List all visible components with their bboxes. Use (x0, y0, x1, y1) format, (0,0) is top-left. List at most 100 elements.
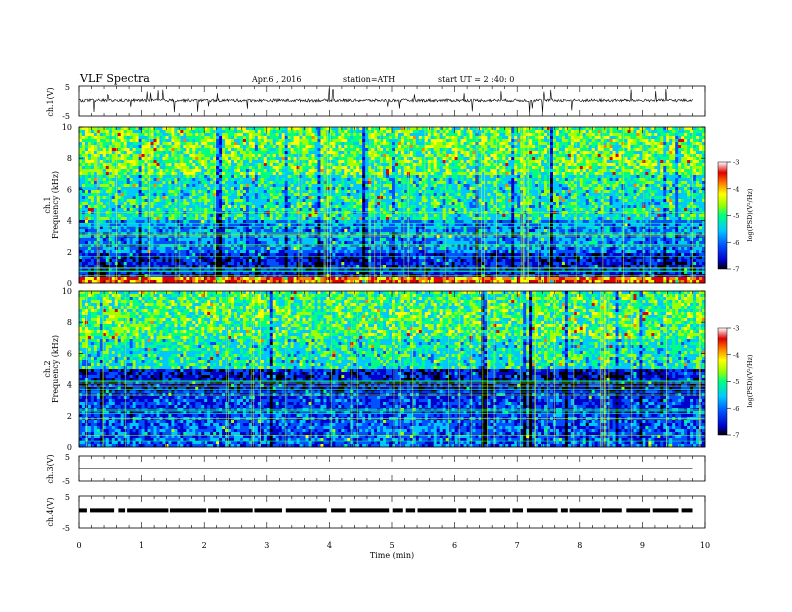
spectrogram-cell (96, 241, 101, 245)
spectrogram-cell (231, 139, 235, 143)
spectrogram-cell (195, 232, 199, 236)
spectrogram-cell (168, 235, 172, 239)
spectrogram-cell (93, 208, 98, 212)
spectrogram-cell (317, 226, 321, 230)
spectrogram-cell (248, 235, 253, 239)
spectrogram-cell (326, 217, 330, 221)
spectrogram-cell (254, 271, 259, 275)
spectrogram-cell (153, 256, 157, 260)
spectrogram-cell (257, 178, 262, 182)
spectrogram-cell (204, 199, 208, 203)
spectrogram-cell (248, 229, 253, 233)
spectrogram-cell (216, 244, 220, 248)
spectrogram-cell (96, 214, 101, 218)
spectrogram-cell (248, 172, 253, 176)
spectrogram-cell (204, 175, 208, 179)
spectrogram-cell (159, 226, 163, 230)
spectrogram-cell (320, 250, 324, 254)
spectrogram-cell (278, 244, 282, 248)
spectrogram-cell (251, 133, 256, 137)
spectrogram-cell (138, 226, 142, 230)
spectrogram-cell (275, 130, 280, 134)
spectrogram-cell (135, 163, 139, 167)
spectrogram-cell (296, 205, 300, 209)
spectrogram-cell (347, 247, 351, 251)
spectrogram-cell (222, 154, 226, 158)
spectrogram-cell (305, 220, 309, 224)
spectrogram-cell (216, 232, 220, 236)
spectrogram-cell (195, 277, 199, 281)
spectrogram-cell (207, 193, 211, 197)
spectrogram-cell (326, 250, 330, 254)
spectrogram-cell (84, 181, 89, 185)
spectrogram-cell (329, 277, 333, 281)
spectrogram-cell (108, 250, 113, 254)
spectrogram-cell (84, 163, 89, 167)
spectrogram-cell (341, 127, 345, 131)
spectrogram-cell (341, 145, 345, 149)
spectrogram-cell (159, 220, 163, 224)
spectrogram-cell (207, 220, 211, 224)
spectrogram-cell (332, 196, 336, 200)
figure-title: VLF Spectra (79, 72, 150, 85)
spectrogram-cell (263, 151, 268, 155)
spectrogram-cell (90, 190, 95, 194)
spectrogram-cell (302, 259, 306, 263)
spectrogram-cell (180, 193, 184, 197)
spectrogram-cell (317, 199, 321, 203)
spectrogram-cell (141, 229, 145, 233)
spectrogram-cell (195, 196, 199, 200)
spectrogram-cell (96, 133, 101, 137)
spectrogram-cell (281, 181, 285, 185)
spectrogram-cell (320, 223, 324, 227)
spectrogram-cell (326, 229, 330, 233)
spectrogram-cell (260, 268, 265, 272)
spectrogram-cell (332, 265, 336, 269)
spectrogram-cell (96, 238, 101, 242)
spectrogram-cell (341, 223, 345, 227)
spectrogram-cell (266, 253, 271, 257)
spectrogram-cell (239, 226, 244, 230)
spectrogram-cell (278, 226, 282, 230)
spectrogram-cell (162, 130, 166, 134)
spectrogram-cell (204, 193, 208, 197)
spectrogram-cell (108, 148, 113, 152)
spectrogram-cell (171, 241, 175, 245)
spectrogram-cell (287, 244, 291, 248)
spectrogram-cell (362, 196, 366, 200)
spectrogram-cell (326, 235, 330, 239)
spectrogram-cell (234, 151, 238, 155)
spectrogram-cell (201, 199, 205, 203)
spectrogram-cell (87, 223, 92, 227)
spectrogram-cell (141, 280, 145, 284)
spectrogram-cell (84, 184, 89, 188)
spectrogram-cell (138, 160, 142, 164)
spectrogram-cell (105, 235, 110, 239)
spectrogram-cell (195, 241, 199, 245)
spectrogram-cell (311, 145, 315, 149)
spectrogram-cell (317, 223, 321, 227)
spectrogram-cell (195, 145, 199, 149)
spectrogram-cell (272, 148, 277, 152)
spectrogram-cell (186, 235, 190, 239)
spectrogram-cell (135, 217, 139, 221)
spectrogram-cell (90, 208, 95, 212)
spectrogram-cell (311, 256, 315, 260)
spectrogram-cell (311, 133, 315, 137)
spectrogram-cell (335, 259, 339, 263)
spectrogram-cell (317, 184, 321, 188)
spectrogram-cell (153, 169, 157, 173)
spectrogram-cell (350, 199, 354, 203)
spectrogram-cell (156, 214, 160, 218)
spectrogram-cell (242, 220, 247, 224)
spectrogram-cell (123, 235, 127, 239)
spectrogram-cell (222, 127, 226, 131)
spectrogram-cell (117, 250, 122, 254)
spectrogram-cell (183, 229, 187, 233)
spectrogram-cell (338, 166, 342, 170)
spectrogram-cell (332, 148, 336, 152)
spectrogram-cell (231, 244, 235, 248)
spectrogram-cell (171, 253, 175, 257)
spectrogram-cell (93, 268, 98, 272)
spectrogram-cell (341, 166, 345, 170)
